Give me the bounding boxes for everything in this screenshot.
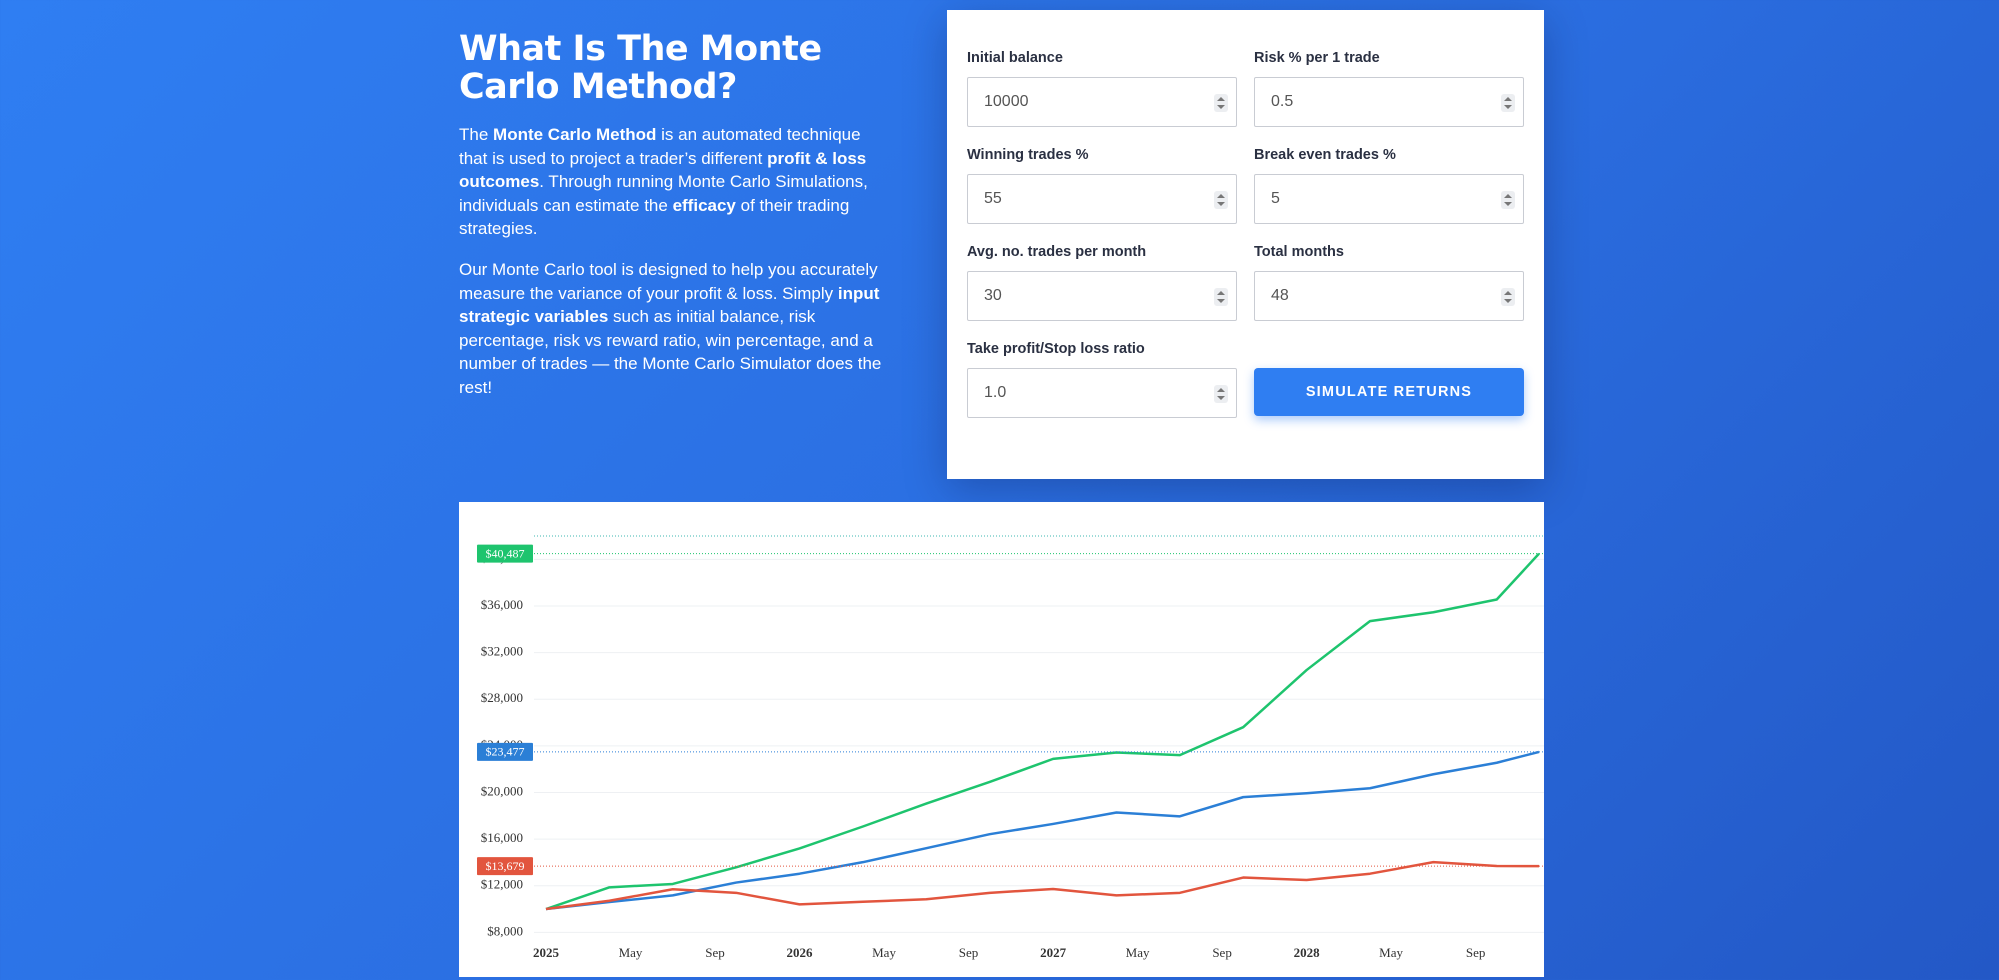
- chart: $8,000$12,000$16,000$20,000$24,000$28,00…: [477, 535, 1544, 960]
- spinner[interactable]: [1501, 94, 1515, 112]
- number-input[interactable]: 0.5: [1254, 77, 1524, 127]
- series-line: [545, 552, 1540, 911]
- number-input[interactable]: 5: [1254, 174, 1524, 224]
- y-tick-label: $28,000: [481, 690, 523, 705]
- number-input[interactable]: 30: [967, 271, 1237, 321]
- field-label: Take profit/Stop loss ratio: [967, 341, 1145, 357]
- number-input[interactable]: 1.0: [967, 368, 1237, 418]
- x-tick-label: 2028: [1294, 945, 1321, 960]
- y-tick-label: $20,000: [481, 783, 523, 798]
- x-tick-label: 2027: [1040, 945, 1067, 960]
- y-tick-label: $32,000: [481, 644, 523, 659]
- number-input[interactable]: 48: [1254, 271, 1524, 321]
- series-line: [545, 750, 1540, 911]
- form-panel: SIMULATE RETURNS Initial balance 10000 Ris…: [947, 10, 1544, 479]
- value-badge: [477, 544, 533, 563]
- title: What Is The Monte Carlo Method?: [459, 29, 822, 107]
- value-label: $40,487: [486, 546, 525, 560]
- text: is an automated technique that is used t…: [459, 125, 861, 168]
- bold-text: Monte Carlo Method: [493, 125, 657, 144]
- value-label: $13,679: [486, 859, 525, 873]
- text: such as initial balance, risk percentage…: [459, 307, 882, 397]
- value-badge: [477, 857, 533, 876]
- series-line: [545, 860, 1540, 911]
- spinner[interactable]: [1214, 288, 1228, 306]
- x-tick-label: May: [619, 945, 643, 960]
- x-tick-label: May: [1126, 945, 1150, 960]
- x-tick-label: 2025: [533, 945, 560, 960]
- field-label: Initial balance: [967, 50, 1063, 66]
- number-input[interactable]: 55: [967, 174, 1237, 224]
- field-label: Break even trades %: [1254, 147, 1396, 163]
- x-tick-label: Sep: [959, 945, 979, 960]
- x-tick-label: May: [1379, 945, 1403, 960]
- x-tick-label: Sep: [1212, 945, 1232, 960]
- x-tick-label: 2026: [787, 945, 814, 960]
- spinner[interactable]: [1214, 385, 1228, 403]
- value-badge: [477, 742, 533, 761]
- y-tick-label: $16,000: [481, 830, 523, 845]
- text: . Through running Monte Carlo Simulation…: [459, 172, 868, 215]
- x-tick-label: Sep: [705, 945, 725, 960]
- number-input[interactable]: 10000: [967, 77, 1237, 127]
- y-tick-label: $12,000: [481, 877, 523, 892]
- simulate-button[interactable]: SIMULATE RETURNS: [1254, 368, 1524, 416]
- field-label: Winning trades %: [967, 147, 1089, 163]
- spinner[interactable]: [1501, 288, 1515, 306]
- spinner[interactable]: [1214, 94, 1228, 112]
- bold-text: profit & loss outcomes: [459, 148, 867, 192]
- x-tick-label: May: [872, 945, 896, 960]
- x-tick-label: Sep: [1466, 945, 1486, 960]
- text: of their trading strategies.: [459, 195, 850, 239]
- y-tick-label: $8,000: [487, 923, 523, 938]
- value-label: $23,477: [486, 745, 525, 759]
- text: Our Monte Carlo tool is designed to help…: [459, 260, 878, 303]
- bold-text: efficacy: [672, 195, 736, 215]
- text: The: [459, 125, 494, 144]
- field-label: Risk % per 1 trade: [1254, 50, 1380, 66]
- field-label: Total months: [1254, 244, 1344, 260]
- field-label: Avg. no. trades per month: [967, 244, 1147, 260]
- paragraph: Our Monte Carlo tool is designed to help…: [459, 258, 884, 400]
- paragraph: The Monte Carlo Method is an automated t…: [459, 123, 884, 241]
- spinner[interactable]: [1501, 191, 1515, 209]
- bold-text: input strategic variables: [459, 283, 880, 327]
- spinner[interactable]: [1214, 191, 1228, 209]
- y-tick-label: $36,000: [481, 597, 523, 612]
- chart-panel: $8,000$12,000$16,000$20,000$24,000$28,00…: [459, 502, 1544, 977]
